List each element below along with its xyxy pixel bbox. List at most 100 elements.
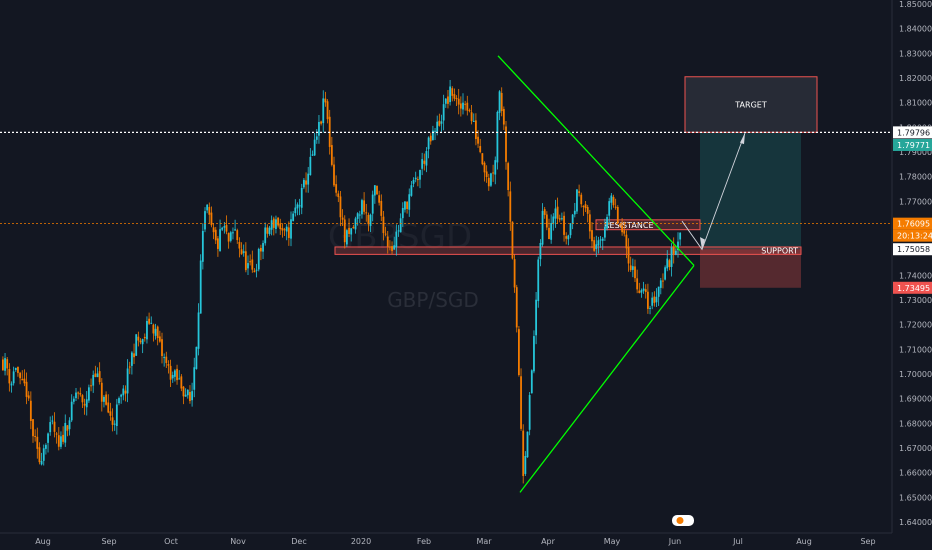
candle-body	[21, 379, 24, 381]
candle-body	[339, 196, 342, 218]
candle-body	[296, 204, 299, 209]
candle-body	[391, 246, 393, 252]
candle-body	[143, 336, 146, 339]
price-tag-bg	[893, 138, 932, 151]
candle-body	[595, 244, 598, 249]
candle-body	[659, 280, 662, 288]
candle-body	[193, 367, 196, 390]
candle-body	[27, 395, 30, 399]
candle-body	[294, 207, 297, 214]
candle-body	[176, 368, 178, 381]
candle-body	[178, 378, 181, 380]
candle-body	[500, 92, 503, 112]
price-tick-label: 1.82000	[899, 74, 932, 83]
candle-body	[567, 235, 570, 240]
candle-body	[623, 230, 626, 234]
candle-body	[242, 251, 245, 253]
candle-body	[509, 191, 512, 222]
candle-body	[496, 111, 499, 163]
candle-body	[281, 228, 284, 231]
candle-body	[180, 376, 183, 389]
candle-body	[23, 378, 26, 384]
candle-body	[111, 417, 114, 425]
candle-body	[210, 212, 213, 226]
candle-body	[81, 395, 84, 403]
candle-body	[2, 359, 4, 371]
candle-body	[285, 226, 288, 232]
candle-body	[386, 236, 389, 247]
candle-body	[408, 194, 411, 210]
time-tick-label: Sep	[860, 537, 875, 546]
candle-body	[131, 352, 133, 366]
candle-body	[629, 265, 632, 271]
candle-body	[55, 433, 58, 435]
candle-body	[337, 193, 340, 198]
candle-body	[608, 201, 611, 216]
candle-body	[186, 389, 189, 396]
candle-body	[223, 226, 226, 228]
candle-body	[68, 420, 71, 430]
candle-body	[137, 336, 140, 341]
candle-body	[352, 226, 355, 229]
price-axis[interactable]	[892, 0, 932, 550]
candle-body	[174, 370, 176, 377]
candle-body	[34, 436, 37, 438]
candle-body	[326, 101, 329, 120]
candle-body	[507, 163, 510, 191]
candle-body	[625, 234, 628, 249]
price-tick-label: 1.79000	[899, 148, 932, 157]
candle-body	[236, 230, 239, 241]
price-tick-label: 1.83000	[899, 49, 932, 58]
candle-body	[320, 121, 322, 124]
candle-body	[401, 207, 404, 219]
candle-body	[244, 251, 247, 271]
candle-body	[38, 447, 41, 463]
candle-body	[530, 370, 533, 394]
candle-body	[277, 217, 279, 226]
candle-body	[576, 189, 578, 212]
candle-body	[287, 227, 290, 238]
candle-body	[558, 218, 561, 220]
loss-zone	[700, 249, 801, 288]
candle-body	[586, 207, 589, 214]
candle-body	[619, 223, 621, 226]
candle-body	[64, 422, 67, 443]
candle-body	[535, 299, 537, 336]
candle-body	[520, 376, 522, 429]
candle-body	[528, 395, 531, 430]
candle-body	[6, 359, 9, 369]
time-tick-label: 2020	[351, 537, 371, 546]
candle-body	[511, 221, 514, 259]
candle-body	[365, 212, 368, 214]
candle-body	[333, 164, 335, 186]
candle-body	[614, 206, 617, 208]
candle-body	[232, 232, 234, 234]
candle-body	[133, 353, 135, 358]
candle-body	[397, 230, 400, 232]
time-tick-label: Dec	[291, 537, 306, 546]
support-label: SUPPORT	[761, 247, 798, 256]
target-zone	[684, 76, 818, 133]
candle-body	[298, 205, 301, 207]
candle-body	[444, 98, 447, 104]
candle-body	[481, 153, 484, 165]
price-tick-label: 1.69000	[899, 395, 932, 404]
target-label: TARGET	[734, 101, 767, 110]
candle-body	[571, 214, 574, 224]
time-tick-label: Feb	[417, 537, 431, 546]
candle-body	[649, 307, 651, 309]
tradingview-badge[interactable]	[672, 515, 694, 526]
candle-body	[122, 388, 125, 396]
candle-body	[292, 213, 295, 221]
candle-body	[109, 411, 112, 416]
candle-body	[664, 267, 666, 280]
candle-body	[350, 228, 353, 235]
candle-body	[227, 232, 230, 242]
candle-body	[655, 296, 658, 303]
time-axis[interactable]	[0, 533, 892, 550]
candle-body	[432, 130, 434, 141]
price-tag-label: 20:13:24	[897, 232, 932, 241]
candle-body	[599, 239, 602, 241]
candle-body	[324, 98, 327, 103]
